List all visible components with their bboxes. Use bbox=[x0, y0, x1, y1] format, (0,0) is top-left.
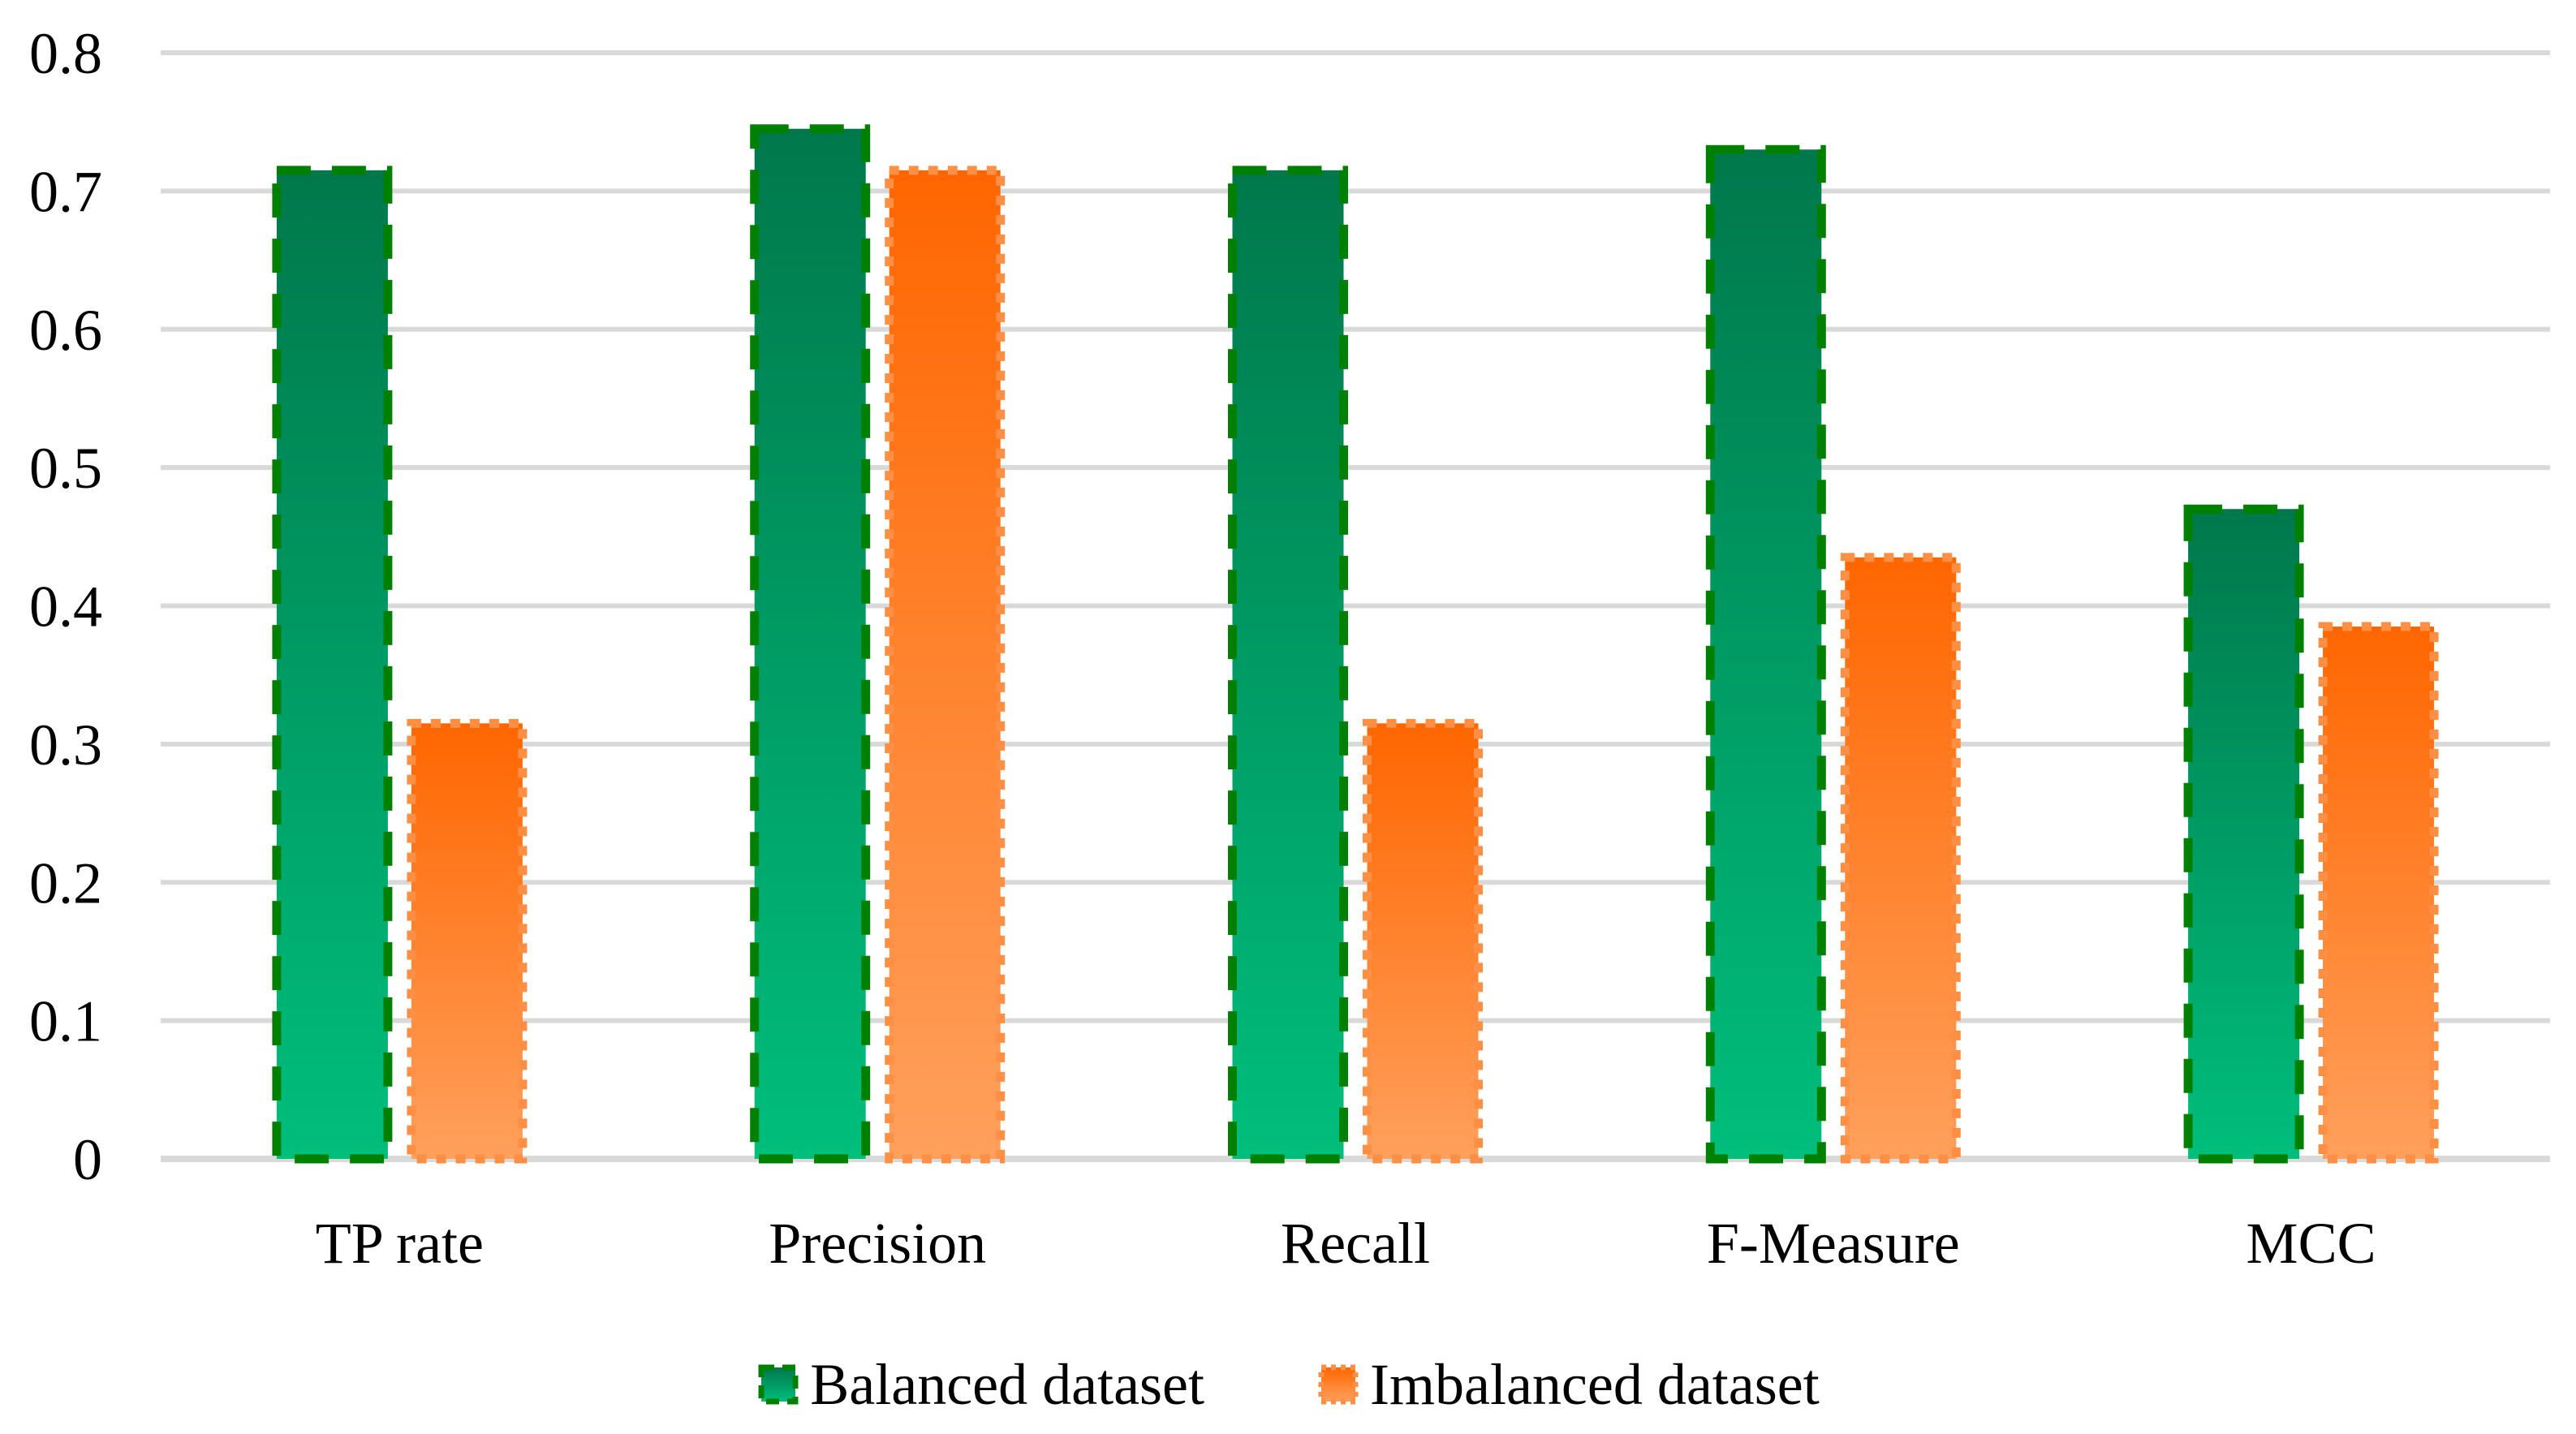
chart-legend: Balanced dataset Imbalanced dataset bbox=[0, 1335, 2576, 1434]
legend-item-balanced: Balanced dataset bbox=[756, 1355, 1204, 1414]
x-category-label: TP rate bbox=[316, 1211, 484, 1276]
bars-group bbox=[272, 124, 2439, 1164]
y-axis-tick-labels-group: 0 0.1 0.2 0.3 0.4 0.5 0.6 0.7 0.8 bbox=[29, 21, 102, 1192]
bar-imbalanced-mcc bbox=[2318, 622, 2439, 1164]
imbalanced-legend-swatch-icon bbox=[1318, 1364, 1359, 1405]
y-tick-label: 0.5 bbox=[29, 436, 102, 501]
legend-swatch-rect bbox=[758, 1364, 799, 1405]
y-tick-label: 0.1 bbox=[29, 989, 102, 1054]
bar-imbalanced-recall bbox=[1363, 718, 1483, 1164]
legend-item-imbalanced: Imbalanced dataset bbox=[1316, 1355, 1820, 1414]
bar-imbalanced-tp-rate bbox=[407, 718, 528, 1164]
y-tick-label: 0 bbox=[73, 1127, 102, 1192]
legend-label: Balanced dataset bbox=[810, 1352, 1205, 1417]
chart-canvas: 0 0.1 0.2 0.3 0.4 0.5 0.6 0.7 0.8 TP rate Precisi… bbox=[29, 21, 2550, 1276]
gridlines-group bbox=[161, 50, 2550, 1162]
x-category-label: Recall bbox=[1281, 1211, 1430, 1276]
x-category-label: MCC bbox=[2246, 1211, 2376, 1276]
x-category-label: Precision bbox=[769, 1211, 986, 1276]
y-tick-label: 0.8 bbox=[29, 21, 102, 86]
y-tick-label: 0.6 bbox=[29, 298, 102, 363]
bar-balanced-tp-rate bbox=[272, 166, 393, 1164]
legend-label: Imbalanced dataset bbox=[1370, 1352, 1820, 1417]
y-tick-label: 0.7 bbox=[29, 159, 102, 224]
bar-imbalanced-f-measure bbox=[1840, 553, 1961, 1164]
legend-swatch-rect bbox=[1318, 1364, 1359, 1405]
balanced-legend-swatch-icon bbox=[758, 1364, 799, 1405]
bar-balanced-recall bbox=[1228, 166, 1348, 1164]
y-tick-label: 0.3 bbox=[29, 713, 102, 777]
bar-balanced-f-measure bbox=[1705, 144, 1826, 1164]
bar-balanced-mcc bbox=[2183, 504, 2304, 1164]
y-tick-label: 0.2 bbox=[29, 850, 102, 915]
bar-imbalanced-precision bbox=[885, 166, 1006, 1164]
bar-balanced-precision bbox=[750, 124, 871, 1164]
x-category-label: F-Measure bbox=[1707, 1211, 1960, 1276]
y-tick-label: 0.4 bbox=[29, 575, 102, 639]
x-axis-category-labels-group: TP rate Precision Recall F-Measure MCC bbox=[316, 1211, 2376, 1276]
